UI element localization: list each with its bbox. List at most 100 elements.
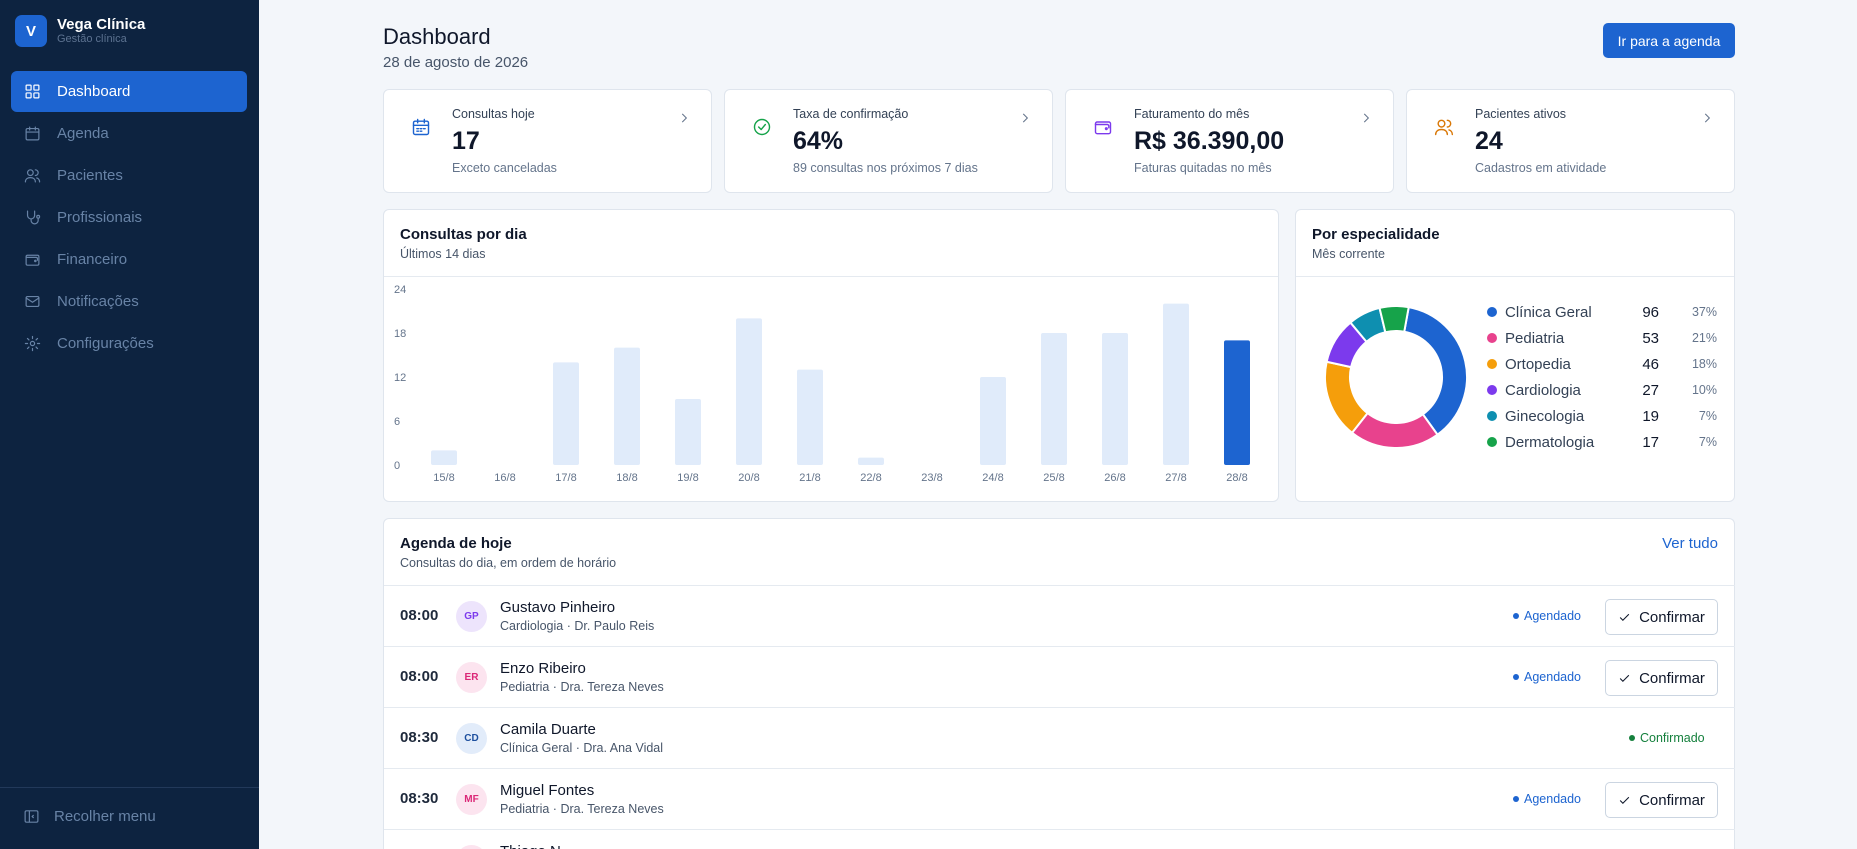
bar-21/8[interactable] xyxy=(797,369,823,465)
confirm-label: Confirmar xyxy=(1639,791,1705,809)
kpi-value: 64% xyxy=(793,127,844,155)
status-dot xyxy=(1513,674,1519,680)
collapse-menu-label: Recolher menu xyxy=(54,808,156,825)
sidebar-item-agenda[interactable]: Agenda xyxy=(11,113,247,154)
status-dot xyxy=(1513,796,1519,802)
legend-label: Ortopedia xyxy=(1505,355,1571,373)
patient-name[interactable]: Thiago N xyxy=(500,843,561,849)
legend-value: 53 xyxy=(1642,329,1659,347)
bar-15/8[interactable] xyxy=(431,450,457,465)
sidebar-nav: Dashboard Agenda Pacientes Profissionais… xyxy=(11,71,247,365)
panel-title: Agenda de hoje xyxy=(400,535,512,552)
x-tick-label: 15/8 xyxy=(433,472,454,484)
confirm-button[interactable]: Confirmar xyxy=(1605,660,1718,696)
legend-value: 46 xyxy=(1642,355,1659,373)
legend-swatch xyxy=(1487,385,1497,395)
appointment-row[interactable]: 08:00 GP Gustavo Pinheiro Cardiologia · Dr.… xyxy=(384,585,1735,646)
donut-slice-dermatologia[interactable] xyxy=(1378,305,1410,334)
panel-title: Consultas por dia xyxy=(400,226,527,243)
calendar-icon xyxy=(23,125,41,143)
legend-label: Cardiologia xyxy=(1505,381,1581,399)
kpi-label: Faturamento do mês xyxy=(1134,107,1250,121)
sidebar-item-financeiro[interactable]: Financeiro xyxy=(11,239,247,280)
kpi-card-taxa-confirmacao[interactable]: Taxa de confirmação 64% 89 consultas nos… xyxy=(724,89,1053,193)
bar-25/8[interactable] xyxy=(1041,333,1067,465)
bar-19/8[interactable] xyxy=(675,399,701,465)
brand[interactable]: V Vega Clínica Gestão clínica xyxy=(15,15,145,47)
legend-item: Clínica Geral 96 37% xyxy=(1487,299,1717,325)
bar-24/8[interactable] xyxy=(980,377,1006,465)
bar-22/8[interactable] xyxy=(858,457,884,465)
avatar xyxy=(456,845,487,849)
collapse-menu-button[interactable]: Recolher menu xyxy=(23,808,156,825)
sidebar-footer: Recolher menu xyxy=(0,787,259,849)
patient-name[interactable]: Miguel Fontes xyxy=(500,782,595,799)
divider xyxy=(384,276,1278,277)
donut-slice-pediatria[interactable] xyxy=(1350,411,1439,449)
specialty-donut-chart xyxy=(1324,305,1468,449)
legend-percent: 10% xyxy=(1691,383,1717,397)
status-dot xyxy=(1629,735,1635,741)
sidebar-item-profissionais[interactable]: Profissionais xyxy=(11,197,247,238)
chevron-right-icon xyxy=(1018,111,1032,125)
appointment-row[interactable]: 08:30 CD Camila Duarte Clínica Geral · Dra.… xyxy=(384,707,1735,768)
legend-swatch xyxy=(1487,359,1497,369)
panel-subtitle: Últimos 14 dias xyxy=(400,247,486,261)
bar-26/8[interactable] xyxy=(1102,333,1128,465)
sidebar-item-pacientes[interactable]: Pacientes xyxy=(11,155,247,196)
x-tick-label: 25/8 xyxy=(1043,472,1064,484)
status-label: Agendado xyxy=(1524,609,1582,623)
confirm-button[interactable]: Confirmar xyxy=(1605,782,1718,818)
kpi-value: R$ 36.390,00 xyxy=(1134,127,1285,155)
patient-name[interactable]: Camila Duarte xyxy=(500,721,596,738)
kpi-card-consultas-hoje[interactable]: Consultas hoje 17 Exceto canceladas xyxy=(383,89,712,193)
bar-27/8[interactable] xyxy=(1163,303,1189,465)
brand-name: Vega Clínica xyxy=(57,16,146,33)
patient-name[interactable]: Enzo Ribeiro xyxy=(500,660,586,677)
avatar: ER xyxy=(456,662,487,693)
sidebar-item-label: Financeiro xyxy=(57,251,128,268)
legend-label: Clínica Geral xyxy=(1505,303,1592,321)
daily-bar-chart: 0 6 12 18 24 15/8 16/8 17/8 18/8 19/8 20/8 21/8 22/8… xyxy=(394,284,1250,484)
legend-item: Dermatologia 17 7% xyxy=(1487,429,1717,455)
donut-slice-ortopedia[interactable] xyxy=(1324,360,1369,435)
legend-label: Dermatologia xyxy=(1505,433,1595,451)
bar-17/8[interactable] xyxy=(553,362,579,465)
appointment-row[interactable]: 08:30 MF Miguel Fontes Pediatria · Dra. Ter… xyxy=(384,768,1735,829)
x-tick-label: 21/8 xyxy=(799,472,820,484)
sidebar-item-label: Notificações xyxy=(57,293,139,310)
bar-20/8[interactable] xyxy=(736,318,762,465)
y-tick-label: 12 xyxy=(394,372,406,384)
patient-name[interactable]: Gustavo Pinheiro xyxy=(500,599,616,616)
bar-28/8[interactable] xyxy=(1224,340,1250,465)
appointment-row[interactable]: 08:00 ER Enzo Ribeiro Pediatria · Dra. Tere… xyxy=(384,646,1735,707)
sidebar-item-dashboard[interactable]: Dashboard xyxy=(11,71,247,112)
view-all-link[interactable]: Ver tudo xyxy=(1662,535,1718,552)
kpi-label: Consultas hoje xyxy=(452,107,535,121)
mail-icon xyxy=(23,293,41,311)
users-icon xyxy=(1434,117,1454,137)
wallet-icon xyxy=(1093,117,1113,137)
appointment-row[interactable]: Thiago N xyxy=(384,829,1735,849)
sidebar-item-notificacoes[interactable]: Notificações xyxy=(11,281,247,322)
sidebar-item-configuracoes[interactable]: Configurações xyxy=(11,323,247,364)
y-tick-label: 6 xyxy=(394,416,400,428)
panel-subtitle: Mês corrente xyxy=(1312,247,1385,261)
kpi-subtext: Faturas quitadas no mês xyxy=(1134,161,1272,175)
x-tick-label: 27/8 xyxy=(1165,472,1186,484)
kpi-card-pacientes-ativos[interactable]: Pacientes ativos 24 Cadastros em ativida… xyxy=(1406,89,1735,193)
legend-percent: 7% xyxy=(1698,435,1717,449)
avatar: CD xyxy=(456,723,487,754)
bar-18/8[interactable] xyxy=(614,347,640,465)
donut-slice-clínica-geral[interactable] xyxy=(1403,305,1468,437)
x-tick-label: 23/8 xyxy=(921,472,942,484)
x-tick-label: 17/8 xyxy=(555,472,576,484)
status-label: Confirmado xyxy=(1640,731,1705,745)
kpi-card-faturamento[interactable]: Faturamento do mês R$ 36.390,00 Faturas … xyxy=(1065,89,1394,193)
x-tick-label: 24/8 xyxy=(982,472,1003,484)
kpi-label: Taxa de confirmação xyxy=(793,107,909,121)
go-to-agenda-button[interactable]: Ir para a agenda xyxy=(1603,23,1735,58)
sidebar-item-label: Profissionais xyxy=(57,209,143,226)
legend-item: Pediatria 53 21% xyxy=(1487,325,1717,351)
confirm-button[interactable]: Confirmar xyxy=(1605,599,1718,635)
